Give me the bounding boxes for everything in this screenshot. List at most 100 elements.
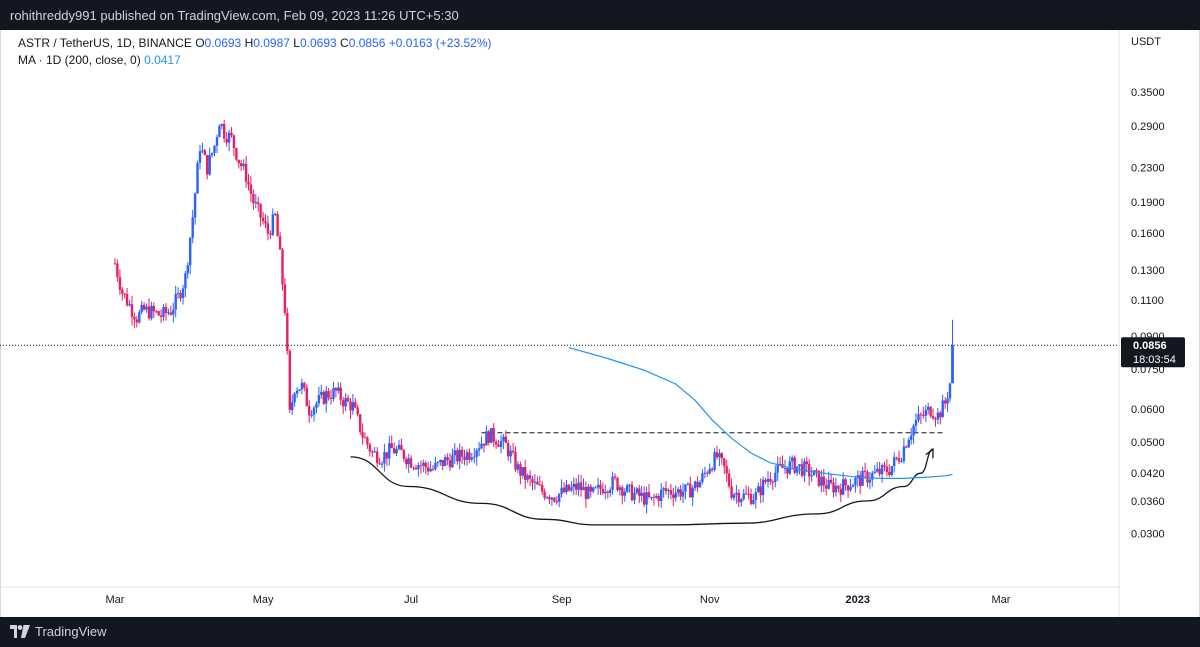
candle-body [436, 462, 439, 464]
price-tick-label: 0.2900 [1131, 121, 1165, 133]
candles [113, 119, 954, 514]
price-tick-label: 0.1900 [1131, 197, 1165, 209]
candle-body [664, 488, 668, 492]
price-tick-label: 0.0300 [1131, 529, 1165, 541]
candle-body [562, 487, 566, 493]
candle-body [570, 487, 573, 491]
candle-body [752, 500, 755, 504]
candle-body [720, 453, 723, 459]
candle-body [555, 501, 558, 503]
tradingview-brand[interactable]: TradingView [10, 624, 107, 639]
price-chart[interactable]: USDT 0.3500 0.2900 0.2300 0.1900 0.1600 0.130… [0, 30, 1200, 617]
candle-body [385, 452, 389, 459]
candle-body [706, 472, 709, 474]
candle-body [174, 294, 177, 310]
candle-body [414, 467, 418, 470]
candle-body [176, 293, 180, 294]
candle-body [842, 479, 845, 495]
candle-body [674, 492, 677, 498]
candle-body [713, 452, 716, 470]
candle-body [393, 448, 396, 454]
candle-body [528, 475, 532, 479]
candle-body [150, 305, 153, 319]
candle-body [553, 497, 556, 502]
candle-body [929, 406, 932, 417]
candle-body [332, 388, 335, 399]
low-value: 0.0693 [299, 36, 337, 50]
candle-body [400, 444, 403, 451]
indicator-legend: MA · 1D (200, close, 0) 0.0417 [18, 53, 181, 67]
candle-body [936, 412, 940, 420]
publish-info: rohithreddy991 published on TradingView.… [10, 8, 459, 23]
symbol-name[interactable]: ASTR / TetherUS, 1D, BINANCE [18, 36, 192, 50]
candle-body [140, 304, 143, 313]
candle-body [905, 446, 908, 448]
candle-body [334, 388, 338, 391]
candle-body [167, 312, 170, 314]
candle-body [531, 478, 534, 483]
candle-body [754, 492, 757, 500]
candle-body [422, 462, 425, 466]
candle-body [808, 464, 811, 477]
candle-body [643, 492, 646, 505]
candle-body [419, 465, 423, 467]
candle-body [550, 497, 554, 500]
candle-body [193, 193, 197, 218]
candle-body [924, 410, 927, 416]
candle-body [572, 483, 575, 488]
time-tick-label: Jul [404, 594, 418, 606]
candle-body [854, 478, 857, 486]
candle-body [261, 217, 265, 222]
candle-body [545, 497, 549, 499]
candle-body [669, 490, 673, 495]
candle-body [288, 350, 291, 410]
candle-body [130, 304, 134, 317]
candle-body [592, 487, 595, 492]
candle-body [351, 402, 355, 411]
last-price-tag [1121, 337, 1185, 368]
candle-body [244, 163, 248, 182]
candle-body [837, 485, 840, 489]
candle-body [766, 478, 770, 482]
candle-body [509, 450, 512, 457]
candle-body [210, 153, 214, 155]
candle-body [337, 387, 340, 391]
high-label: H [244, 36, 254, 50]
candle-body [259, 204, 262, 218]
candle-body [655, 495, 658, 498]
candle-body [783, 468, 787, 469]
candle-body [366, 437, 369, 445]
candle-body [264, 221, 267, 224]
candle-body [725, 466, 728, 474]
candle-body [473, 456, 476, 458]
candle-body [895, 457, 898, 459]
candle-body [116, 263, 119, 278]
tradingview-logo-icon [10, 625, 30, 638]
candle-body [567, 484, 571, 491]
price-tick-label: 0.1600 [1131, 228, 1165, 240]
candle-body [878, 468, 881, 475]
candle-body [611, 476, 614, 490]
candle-body [359, 414, 362, 432]
candle-body [863, 470, 867, 472]
candle-body [363, 437, 367, 439]
candle-body [647, 492, 651, 498]
candle-body [361, 431, 364, 438]
candle-body [147, 306, 151, 319]
candle-body [283, 284, 287, 313]
candle-body [849, 487, 852, 491]
candle-body [594, 487, 597, 489]
candle-body [919, 414, 923, 416]
candle-body [618, 487, 622, 490]
candle-body [298, 389, 301, 391]
time-tick-label: Nov [700, 594, 720, 606]
candle-body [604, 491, 607, 494]
candle-body [310, 414, 313, 416]
candle-body [776, 463, 779, 473]
time-tick-label: Mar [992, 594, 1011, 606]
candle-body [257, 202, 260, 205]
ma-label[interactable]: MA · 1D (200, close, 0) [18, 53, 141, 67]
candle-body [196, 163, 199, 194]
candle-body [128, 304, 131, 306]
candle-body [846, 485, 850, 491]
